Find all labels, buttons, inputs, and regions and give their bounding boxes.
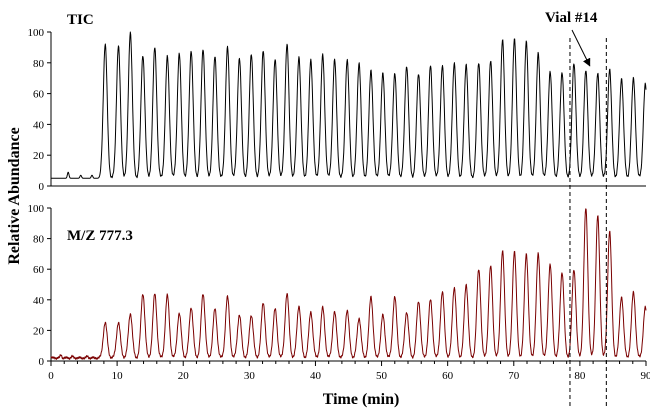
tic-trace [50, 31, 647, 179]
x-tick-label: 0 [48, 370, 54, 382]
time-x-ticks: 0 10 20 30 40 50 60 70 80 90 [48, 361, 650, 382]
y-tick-label: 0 [39, 181, 45, 193]
panel-tic: 0 20 40 60 80 100 TIC [28, 12, 647, 193]
mz-panel-label: M/Z 777.3 [67, 228, 133, 244]
vial-arrow [571, 29, 591, 67]
y-tick-label: 80 [33, 58, 45, 70]
x-tick-label: 10 [112, 370, 124, 382]
y-tick-label: 60 [33, 89, 45, 101]
y-tick-label: 20 [33, 325, 45, 337]
y-tick-label: 20 [33, 150, 45, 162]
y-axis-title: Relative Abundance [6, 127, 23, 264]
y-tick-label: 100 [28, 27, 45, 39]
mz-trace [50, 208, 647, 360]
x-tick-label: 30 [244, 370, 256, 382]
panel-mz: 0 20 40 60 80 100 M/Z 777.3 [28, 203, 647, 368]
vial-marker-lines [569, 38, 607, 406]
x-tick-label: 80 [574, 370, 586, 382]
x-tick-label: 70 [508, 370, 520, 382]
y-tick-label: 40 [33, 295, 45, 307]
tic-y-ticks: 0 20 40 60 80 100 [28, 27, 51, 193]
mz-y-ticks: 0 20 40 60 80 100 [28, 203, 51, 368]
y-tick-label: 40 [33, 119, 45, 131]
x-axis-title: Time (min) [323, 391, 400, 408]
y-tick-label: 80 [33, 234, 45, 246]
vial-annotation: Vial #14 [545, 10, 598, 26]
y-tick-label: 100 [28, 203, 45, 215]
tic-panel-label: TIC [67, 12, 94, 28]
y-tick-label: 60 [33, 264, 45, 276]
x-tick-label: 60 [442, 370, 454, 382]
y-tick-label: 0 [39, 356, 45, 368]
x-tick-label: 90 [641, 370, 650, 382]
x-tick-label: 50 [376, 370, 388, 382]
x-tick-label: 40 [310, 370, 322, 382]
x-tick-label: 20 [178, 370, 190, 382]
